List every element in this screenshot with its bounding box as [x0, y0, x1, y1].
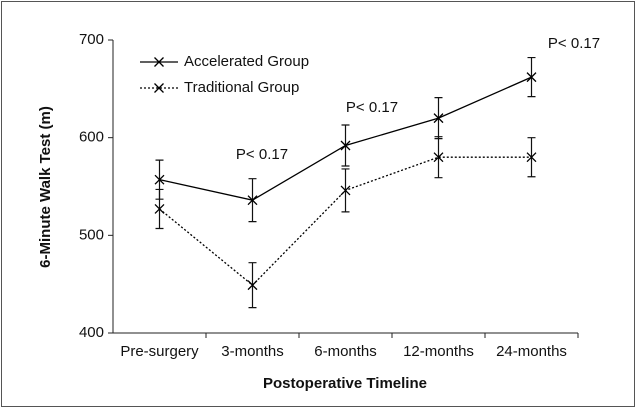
annotation: P< 0.17	[346, 99, 398, 116]
data-point	[526, 72, 537, 83]
y-tick-label: 700	[79, 31, 104, 48]
x-axis-label: Postoperative Timeline	[263, 375, 427, 392]
y-tick-label: 400	[79, 324, 104, 341]
x-tick-label: 12-months	[403, 343, 474, 360]
y-tick-label: 600	[79, 129, 104, 146]
legend-label: Traditional Group	[184, 79, 299, 96]
data-point	[154, 204, 165, 214]
legend-marker	[154, 83, 164, 93]
y-axis-label: 6-Minute Walk Test (m)	[37, 106, 54, 268]
data-point	[340, 140, 351, 151]
data-point	[340, 185, 351, 196]
data-point	[526, 152, 537, 163]
data-point	[433, 152, 444, 163]
x-tick-label: 6-months	[314, 343, 377, 360]
data-point	[247, 280, 258, 291]
data-point	[433, 113, 444, 124]
legend-label: Accelerated Group	[184, 53, 309, 70]
annotation: P< 0.17	[236, 146, 288, 163]
x-tick-label: 3-months	[221, 343, 284, 360]
data-point	[247, 195, 258, 206]
x-tick-label: Pre-surgery	[120, 343, 199, 360]
data-point	[154, 174, 165, 185]
y-tick-label: 500	[79, 226, 104, 243]
annotation: P< 0.17	[548, 35, 600, 52]
x-tick-label: 24-months	[496, 343, 567, 360]
legend-marker	[154, 57, 164, 67]
